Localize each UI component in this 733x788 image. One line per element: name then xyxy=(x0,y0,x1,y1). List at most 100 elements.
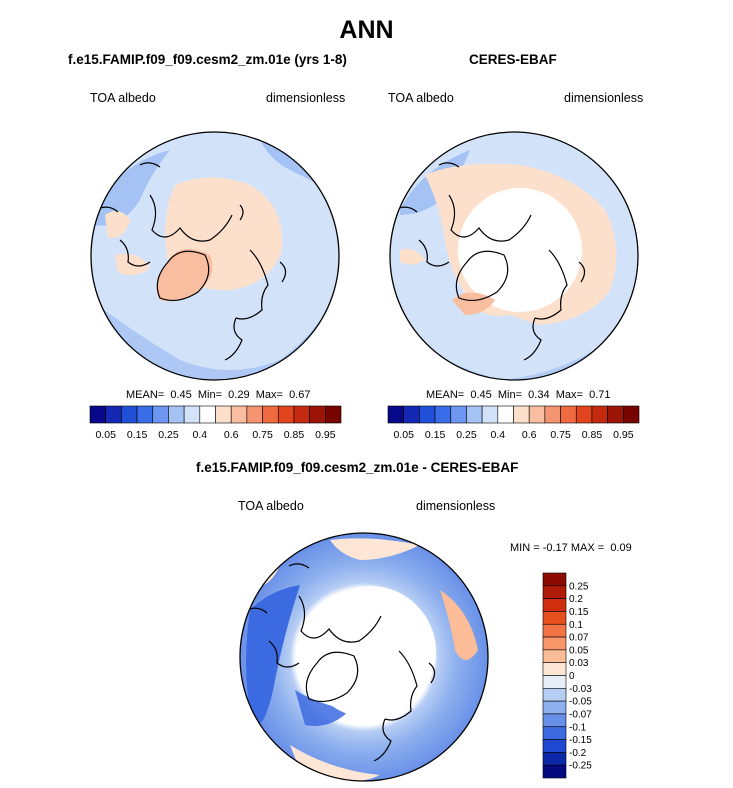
panel1-map-field xyxy=(95,150,170,226)
panel3-coastlines xyxy=(248,563,436,762)
panel2-mean-label: MEAN= xyxy=(426,389,465,401)
panel3-map-field xyxy=(330,538,420,560)
panel1-colorbar-swatch xyxy=(183,405,201,424)
panel1-variable-label: TOA albedo xyxy=(90,91,156,105)
panel3-colorbar-swatch xyxy=(542,649,567,663)
panel3-title: f.e15.FAMIP.f09_f09.cesm2_zm.01e - CERES… xyxy=(196,460,519,475)
panel1-stats: MEAN= 0.45 Min= 0.29 Max= 0.67 xyxy=(126,389,310,401)
panel3-colorbar-swatch xyxy=(542,713,567,728)
panel1-min-value: 0.29 xyxy=(228,389,250,401)
panel2-max-value: 0.71 xyxy=(589,389,611,401)
panel3-colorbar-swatch xyxy=(542,700,567,715)
panel3-colorbar-tick-label: -0.15 xyxy=(569,735,592,746)
panel2-colorbar-tick-label: 0.95 xyxy=(613,429,634,441)
panel2-colorbar-swatch xyxy=(575,405,593,424)
panel1-map-field xyxy=(156,248,213,302)
panel1-colorbar-tick-label: 0.95 xyxy=(315,429,336,441)
panel3-colorbar-tick-label: 0.05 xyxy=(569,645,589,656)
panel3-colorbar-tick-label: -0.05 xyxy=(569,697,592,708)
panel1-colorbar-tick-label: 0.25 xyxy=(158,429,179,441)
panel2-colorbar-swatch xyxy=(387,405,404,424)
panel1-map xyxy=(90,131,340,381)
panel2-colorbar-tick-label: 0.25 xyxy=(456,429,477,441)
panel2-max-label: Max= xyxy=(555,389,583,401)
panel1-colorbar-tick-label: 0.85 xyxy=(284,429,305,441)
panel2-coastlines xyxy=(398,162,586,361)
panel2-colorbar-tick-label: 0.05 xyxy=(393,429,414,441)
panel1-colorbar-swatch xyxy=(246,405,263,424)
panel3-map-field xyxy=(304,586,436,718)
panel2-colorbar-swatch xyxy=(450,405,467,424)
panel3-colorbar-swatch xyxy=(542,611,567,625)
panel3-colorbar-tick-label: 0.25 xyxy=(569,581,589,592)
panel1-colorbar-swatch xyxy=(168,405,185,424)
panel3-colorbar-tick-label: -0.2 xyxy=(569,748,587,759)
panel3-colorbar-swatch xyxy=(542,598,567,612)
panel2-colorbar-swatch xyxy=(513,405,530,424)
panel3-units-label: dimensionless xyxy=(416,499,496,513)
panel2-map-field xyxy=(400,248,425,265)
panel3-min-value: -0.17 xyxy=(542,542,568,554)
panel2-colorbar-swatch xyxy=(607,405,624,424)
panel2-map xyxy=(389,131,639,381)
panel1-colorbar: 0.05 0.15 0.25 0.4 0.6 0.75 0.85 0.95 xyxy=(89,405,342,441)
panel1-colorbar-swatch xyxy=(89,405,106,424)
panel3-colorbar-swatch xyxy=(542,688,567,702)
panel2-colorbar-swatch xyxy=(497,405,514,424)
panel1-map-field xyxy=(91,290,339,380)
panel3-colorbar-swatch xyxy=(542,726,567,740)
panel2-colorbar-swatch xyxy=(481,405,499,424)
panel3-colorbar-tick-label: -0.03 xyxy=(569,684,592,695)
panel3-map-field xyxy=(440,590,478,660)
panel2-colorbar-swatch xyxy=(434,405,452,424)
panel3-colorbar-tick-label: 0.03 xyxy=(569,658,589,669)
panel1-colorbar-swatch xyxy=(199,405,216,424)
panel1-colorbar-swatch xyxy=(277,405,295,424)
panel1-colorbar-swatch xyxy=(262,405,279,424)
panel2-colorbar-tick-label: 0.15 xyxy=(425,429,446,441)
panel3-map xyxy=(239,532,489,782)
panel2-min-label: Min= xyxy=(497,389,523,401)
panel2-colorbar-swatch xyxy=(560,405,577,424)
panel1-max-value: 0.67 xyxy=(289,389,311,401)
panel2-map-border xyxy=(389,131,639,381)
panel2-colorbar: 0.05 0.15 0.25 0.4 0.6 0.75 0.85 0.95 xyxy=(387,405,640,441)
panel3-colorbar-swatch xyxy=(542,623,567,638)
panel3-variable-label: TOA albedo xyxy=(238,499,304,513)
panel1-colorbar-tick-label: 0.15 xyxy=(127,429,148,441)
panel1-mean-label: MEAN= xyxy=(126,389,165,401)
panel3-colorbar-tick-label: 0.2 xyxy=(569,594,583,605)
panel1-colorbar-swatch xyxy=(325,405,342,424)
panel1-min-label: Min= xyxy=(197,389,223,401)
panel3-colorbar-swatch xyxy=(542,572,567,587)
panel1-colorbar-swatch xyxy=(136,405,154,424)
panel3-colorbar-swatch xyxy=(542,752,567,766)
panel2-colorbar-swatch xyxy=(528,405,546,424)
panel3-colorbar-tick-label: 0.15 xyxy=(569,607,589,618)
panel1-colorbar-swatch xyxy=(105,405,122,424)
panel1-colorbar-swatch xyxy=(230,405,248,424)
panel3-colorbar-swatch xyxy=(542,585,567,599)
panel3-colorbar-tick-label: 0 xyxy=(569,671,575,682)
panel1-map-field xyxy=(105,211,130,239)
panel1-colorbar-tick-label: 0.6 xyxy=(224,429,239,441)
panel3-colorbar-swatch xyxy=(542,739,567,753)
panel2-stats: MEAN= 0.45 Min= 0.34 Max= 0.71 xyxy=(426,389,610,401)
panel3-colorbar-swatch xyxy=(542,662,567,676)
panel3-max-value: 0.09 xyxy=(610,542,632,554)
panel1-max-label: Max= xyxy=(255,389,283,401)
panel2-colorbar-swatch xyxy=(623,405,640,424)
panel2-title: CERES-EBAF xyxy=(469,52,557,67)
panel1-colorbar-swatch xyxy=(152,405,169,424)
panel3-stats: MIN = -0.17 MAX = 0.09 xyxy=(510,542,632,554)
panel1-colorbar-tick-label: 0.75 xyxy=(252,429,273,441)
panel3-colorbar-tick-label: -0.1 xyxy=(569,722,587,733)
panel1-mean-value: 0.45 xyxy=(170,389,192,401)
panel1-title: f.e15.FAMIP.f09_f09.cesm2_zm.01e (yrs 1-… xyxy=(68,52,347,67)
panel2-map-field xyxy=(458,188,582,312)
panel2-map-field xyxy=(390,300,638,380)
panel2-colorbar-tick-label: 0.4 xyxy=(491,429,506,441)
panel3-max-label: MAX = xyxy=(570,542,605,554)
panel2-colorbar-tick-label: 0.75 xyxy=(550,429,571,441)
